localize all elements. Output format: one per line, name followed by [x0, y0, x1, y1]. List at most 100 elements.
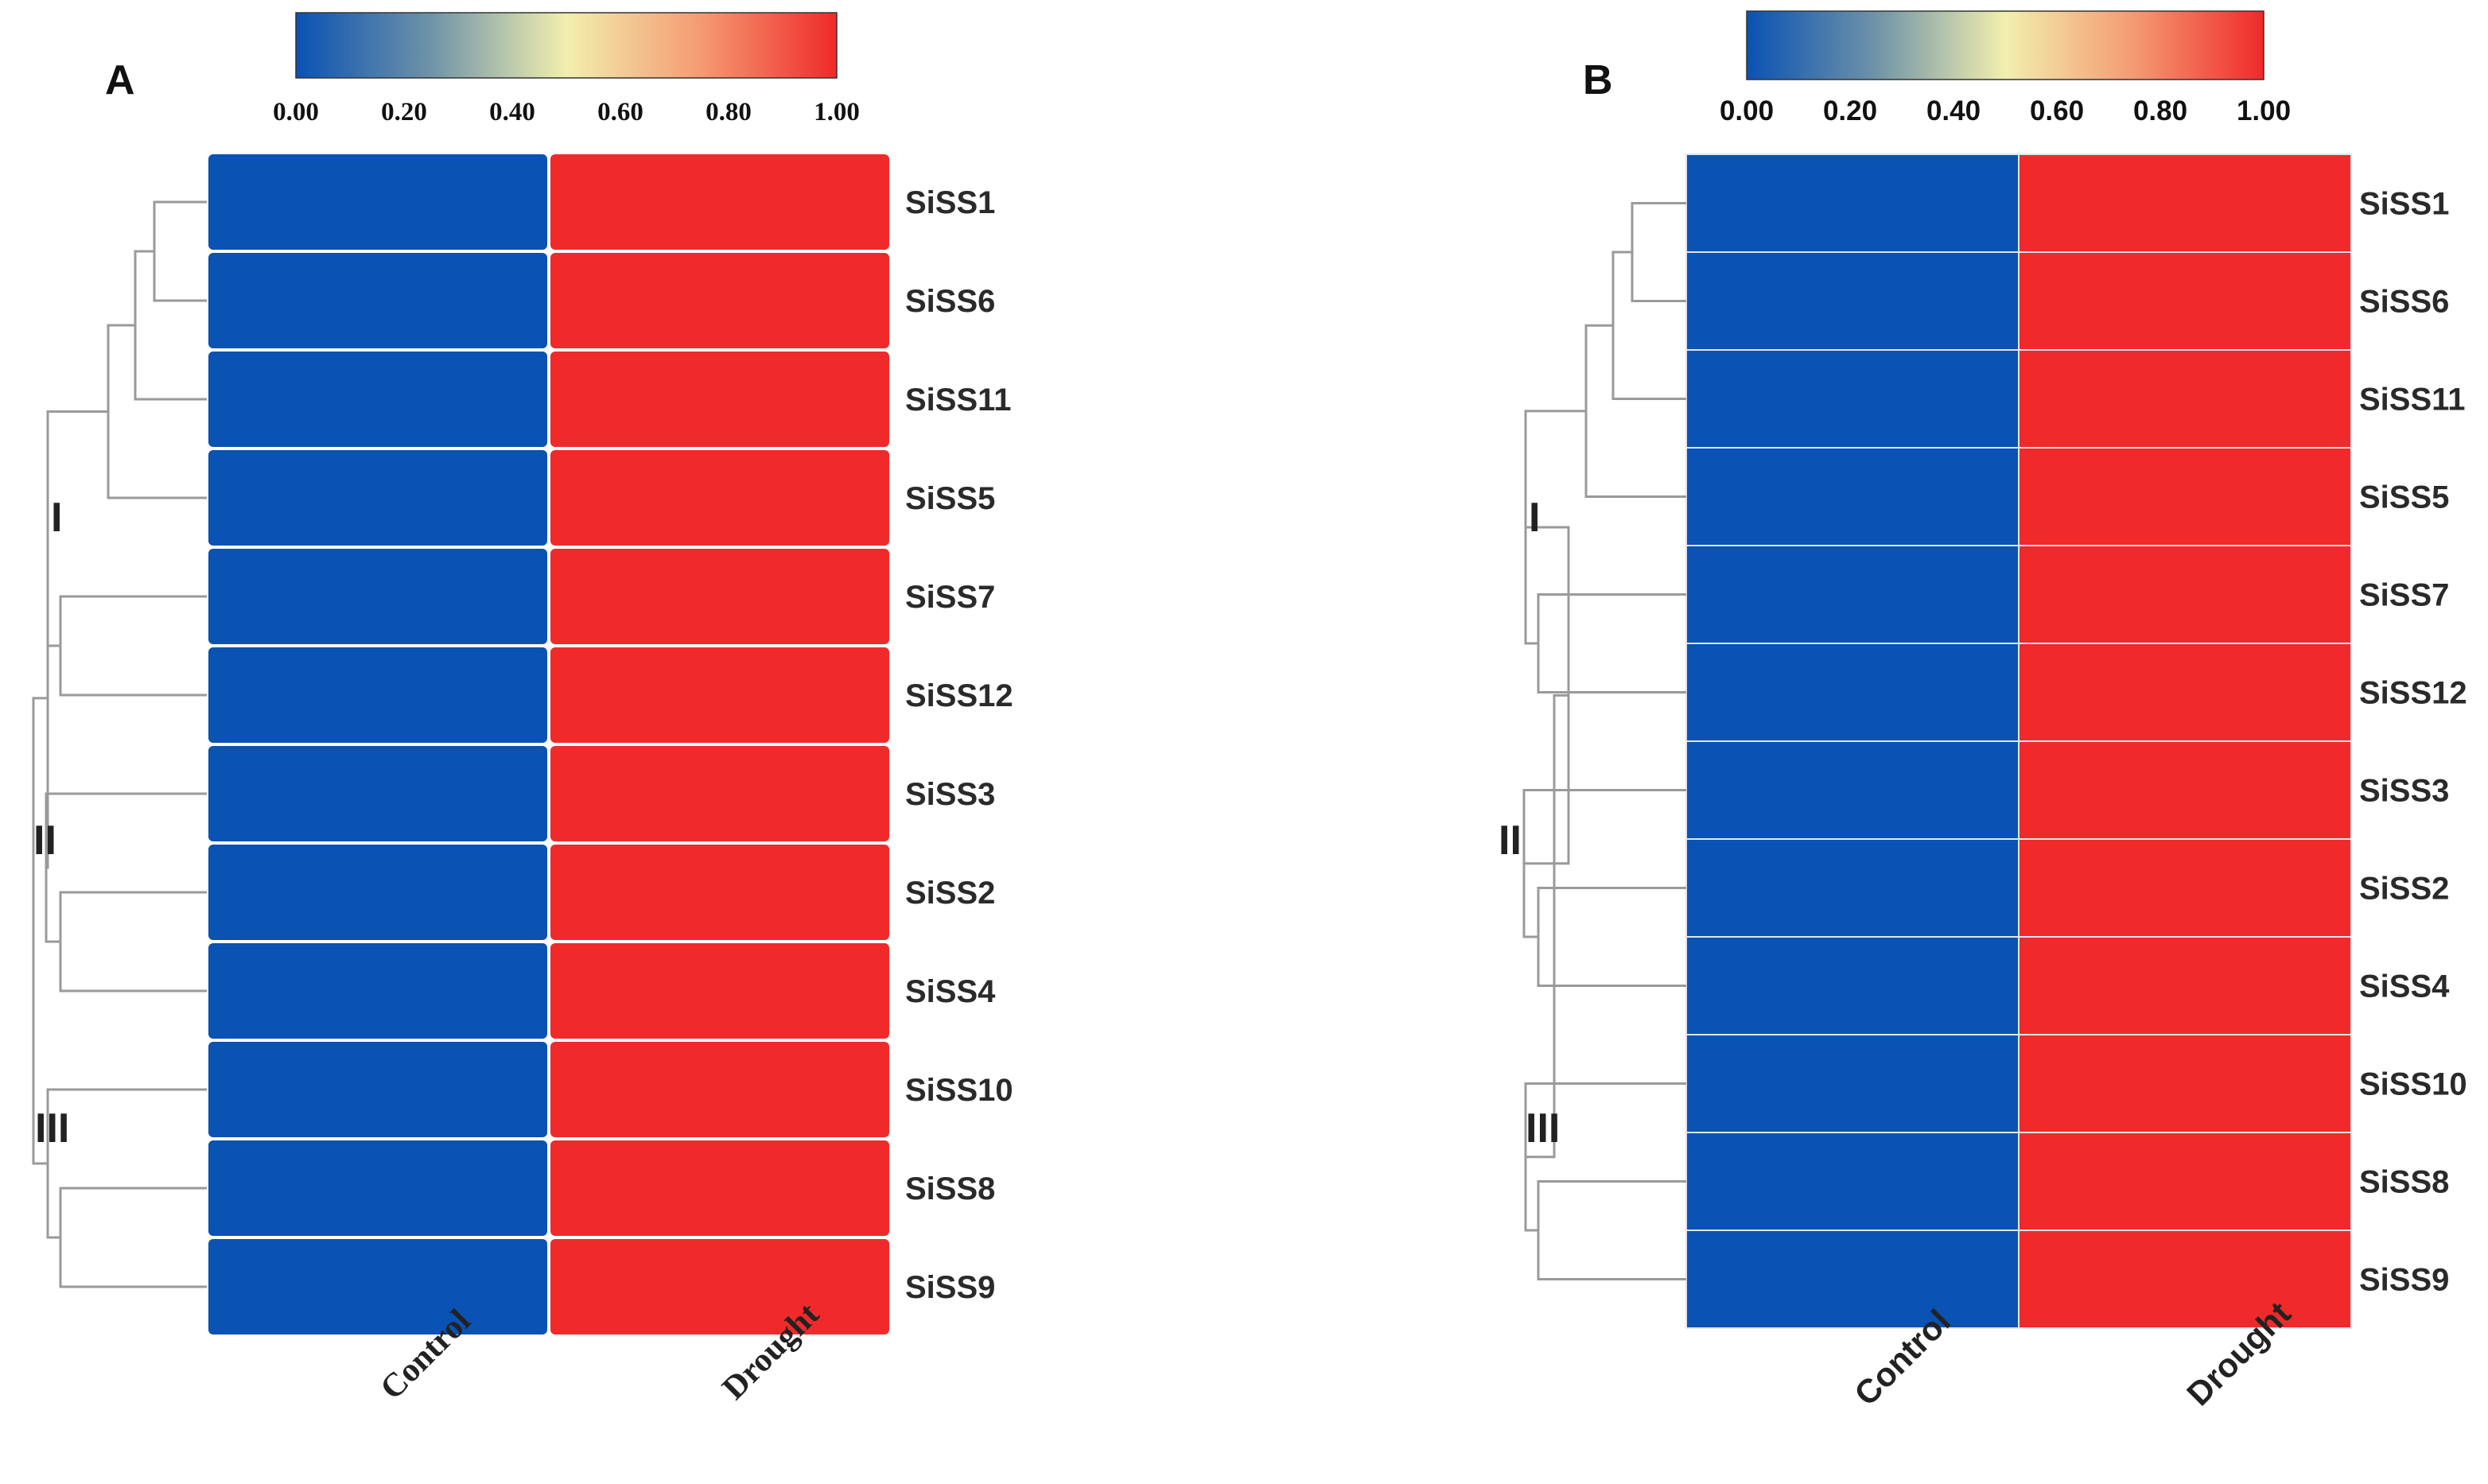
heatmap-cell [1685, 153, 2020, 253]
heatmap-cell [1685, 349, 2020, 449]
heatmap-cell [208, 253, 547, 348]
heatmap-cell [2018, 153, 2352, 253]
heatmap-cell [1685, 740, 2020, 840]
colorbar-tick-label: 0.80 [706, 98, 752, 126]
gene-label: SiSS6 [905, 284, 995, 319]
heatmap-cell [550, 943, 889, 1039]
heatmap-cell [550, 647, 889, 743]
heatmap-cell [550, 450, 889, 546]
heatmap-cell [2018, 1230, 2352, 1329]
colorbar [1746, 10, 2264, 80]
dendrogram-branch [46, 528, 49, 869]
heatmap-cell [550, 1140, 889, 1236]
clade-label: I [51, 495, 62, 541]
gene-label: SiSS5 [905, 481, 995, 516]
gene-label: SiSS3 [2359, 774, 2449, 809]
heatmap-cell [2018, 251, 2352, 351]
colorbar-tick-label: 0.20 [1823, 95, 1877, 126]
clade-label: III [35, 1105, 69, 1152]
gene-label: SiSS10 [2359, 1067, 2467, 1102]
gene-label: SiSS1 [2359, 187, 2449, 222]
heatmap-cell [2018, 1034, 2352, 1133]
colorbar-tick-label: 0.20 [381, 98, 427, 126]
gene-label: SiSS11 [905, 383, 1011, 418]
colorbar-tick-label: 0.60 [2030, 95, 2084, 126]
panel-a: A 0.00 0.20 0.40 0.60 0.80 1.00 SiSS1 SiSS6 SiSS1… [32, 12, 1013, 1407]
dendrogram-branch [45, 792, 207, 943]
clade-label: I [1529, 495, 1540, 541]
colorbar-tick-label: 0.40 [489, 98, 535, 126]
gene-label: SiSS4 [2359, 969, 2450, 1004]
heatmap-cell [208, 845, 547, 940]
gene-label: SiSS7 [2359, 578, 2449, 613]
heatmap-cell [1685, 545, 2020, 644]
panel-letter: B [1583, 57, 1613, 103]
gene-label: SiSS1 [905, 185, 995, 220]
dendrogram-branch [107, 324, 207, 499]
colorbar [295, 12, 838, 79]
heatmap-cell [1685, 447, 2020, 546]
dendrogram-branch [59, 595, 207, 697]
heatmap-cell [208, 1042, 547, 1137]
clade-label: II [33, 818, 56, 864]
heatmap-cell [550, 352, 889, 447]
heatmap-cell [208, 943, 547, 1039]
gene-label: SiSS11 [2359, 383, 2465, 418]
colorbar-tick-label: 0.80 [2133, 95, 2187, 126]
heatmap-cell [550, 154, 889, 250]
dendrogram-branch [1584, 324, 1686, 498]
heatmap-cell [2018, 838, 2352, 938]
dendrogram-branch [134, 250, 207, 401]
gene-label: SiSS3 [905, 777, 995, 812]
heatmap-cell [550, 253, 889, 348]
gene-label: SiSS9 [2359, 1263, 2449, 1298]
heatmap-cell [1685, 643, 2020, 742]
heatmap-cell [550, 845, 889, 940]
gene-label: SiSS9 [905, 1270, 995, 1305]
gene-label: SiSS2 [905, 876, 995, 911]
heatmap-cell [2018, 936, 2352, 1035]
dendrogram-branch [1526, 693, 1569, 1159]
heatmap-cell [2018, 447, 2352, 546]
heatmap-cell [208, 154, 547, 250]
gene-label: SiSS8 [905, 1171, 995, 1206]
gene-label: SiSS8 [2359, 1165, 2449, 1200]
heatmap-cell [1685, 1132, 2020, 1231]
heatmap-cell [208, 1140, 547, 1236]
gene-label: SiSS4 [905, 974, 996, 1009]
colorbar-tick-label: 0.40 [1926, 95, 1981, 126]
heatmap-cell [2018, 643, 2352, 742]
heatmap-cell [1685, 1230, 2020, 1329]
dendrogram-branch [1537, 1180, 1686, 1280]
heatmap-cell [1685, 936, 2020, 1035]
gene-label: SiSS2 [2359, 872, 2449, 907]
gene-label: SiSS7 [905, 580, 995, 615]
heatmap-cell [1685, 838, 2020, 938]
heatmap-cell [550, 549, 889, 644]
dendrogram-branch [59, 891, 207, 993]
heatmap-cell [2018, 349, 2352, 449]
heatmap-cell [1685, 251, 2020, 351]
dendrogram-branch [1611, 251, 1686, 400]
clade-label: III [1526, 1105, 1560, 1152]
dendrogram-branch [46, 1088, 207, 1239]
gene-label: SiSS6 [2359, 285, 2449, 320]
dendrogram-branch [1537, 593, 1686, 693]
heatmap-cell [208, 450, 547, 546]
gene-label: SiSS12 [905, 678, 1013, 713]
dendrogram-branch [1537, 887, 1686, 987]
dendrogram-branch [59, 1187, 207, 1288]
heatmap-cell [208, 746, 547, 841]
colorbar-tick-label: 1.00 [2237, 95, 2291, 126]
gene-label: SiSS12 [2359, 676, 2467, 711]
colorbar-tick-label: 0.00 [1720, 95, 1774, 126]
heatmap-cell [550, 1239, 889, 1334]
heatmap-cell [208, 549, 547, 644]
colorbar-tick-label: 0.60 [597, 98, 643, 126]
heatmap-cell [2018, 740, 2352, 840]
gene-label: SiSS5 [2359, 480, 2449, 515]
dendrogram-branch [1631, 202, 1686, 302]
heatmap-cell [1685, 1034, 2020, 1133]
colorbar-tick-label: 0.00 [273, 98, 319, 126]
